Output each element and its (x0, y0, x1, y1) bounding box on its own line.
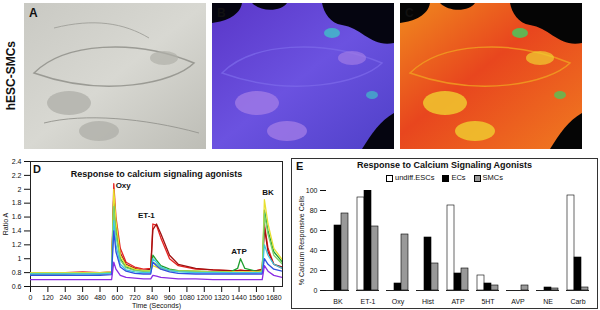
svg-text:2.2: 2.2 (12, 172, 22, 179)
svg-text:960: 960 (164, 294, 176, 301)
svg-text:% Calcium Responsive Cells: % Calcium Responsive Cells (298, 195, 306, 285)
svg-text:1680: 1680 (266, 294, 282, 301)
svg-text:1080: 1080 (179, 294, 195, 301)
html-text:Response to Calcium Signaling: Response to Calcium Signaling Agonists (356, 160, 533, 170)
svg-text:BK: BK (262, 188, 274, 197)
svg-text:Oxy: Oxy (116, 181, 132, 190)
svg-text:1440: 1440 (231, 294, 247, 301)
svg-text:1.4: 1.4 (12, 227, 22, 234)
html-text:D: D (33, 163, 41, 175)
svg-text:ATP: ATP (451, 298, 464, 305)
svg-text:Ratio A: Ratio A (2, 212, 9, 235)
svg-text:2: 2 (18, 186, 22, 193)
svg-text:120: 120 (42, 294, 54, 301)
svg-text:720: 720 (129, 294, 141, 301)
svg-text:600: 600 (112, 294, 124, 301)
html-text:SMCs: SMCs (482, 173, 503, 182)
svg-text:Carb: Carb (570, 298, 585, 305)
svg-text:2.4: 2.4 (12, 158, 22, 165)
svg-text:1.8: 1.8 (12, 199, 22, 206)
svg-text:1: 1 (18, 255, 22, 262)
svg-text:1.6: 1.6 (12, 213, 22, 220)
svg-text:60: 60 (310, 227, 318, 234)
svg-text:Hist: Hist (422, 298, 434, 305)
svg-text:480: 480 (94, 294, 106, 301)
svg-text:0: 0 (29, 294, 33, 301)
svg-text:Time (Seconds): Time (Seconds) (132, 302, 181, 310)
svg-text:1560: 1560 (249, 294, 265, 301)
svg-text:360: 360 (77, 294, 89, 301)
svg-text:0: 0 (314, 287, 318, 294)
svg-text:AVP: AVP (511, 298, 525, 305)
svg-text:100: 100 (306, 187, 318, 194)
html-text:undiff.ESCs: undiff.ESCs (395, 173, 435, 182)
svg-text:C: C (405, 6, 414, 20)
svg-text:80: 80 (310, 207, 318, 214)
html-text:E: E (296, 160, 304, 172)
svg-text:ET-1: ET-1 (138, 211, 155, 220)
svg-text:5HT: 5HT (481, 298, 495, 305)
svg-text:20: 20 (310, 267, 318, 274)
svg-text:1.2: 1.2 (12, 241, 22, 248)
html-text:ECs: ECs (451, 173, 466, 182)
svg-text:Oxy: Oxy (392, 298, 405, 306)
html-text:hESC-SMCs: hESC-SMCs (4, 41, 18, 111)
svg-text:0.6: 0.6 (12, 283, 22, 290)
svg-text:Response to calcium signaling: Response to calcium signaling agonists (71, 169, 243, 179)
svg-text:BK: BK (333, 298, 343, 305)
svg-text:ATP: ATP (231, 247, 247, 256)
svg-text:NE: NE (543, 298, 553, 305)
svg-text:0.8: 0.8 (12, 269, 22, 276)
svg-text:40: 40 (310, 247, 318, 254)
svg-text:1320: 1320 (214, 294, 230, 301)
svg-text:ET-1: ET-1 (361, 298, 376, 305)
svg-text:B: B (217, 6, 226, 20)
svg-text:1200: 1200 (197, 294, 213, 301)
svg-text:840: 840 (146, 294, 158, 301)
svg-text:240: 240 (59, 294, 71, 301)
svg-text:A: A (29, 6, 38, 20)
